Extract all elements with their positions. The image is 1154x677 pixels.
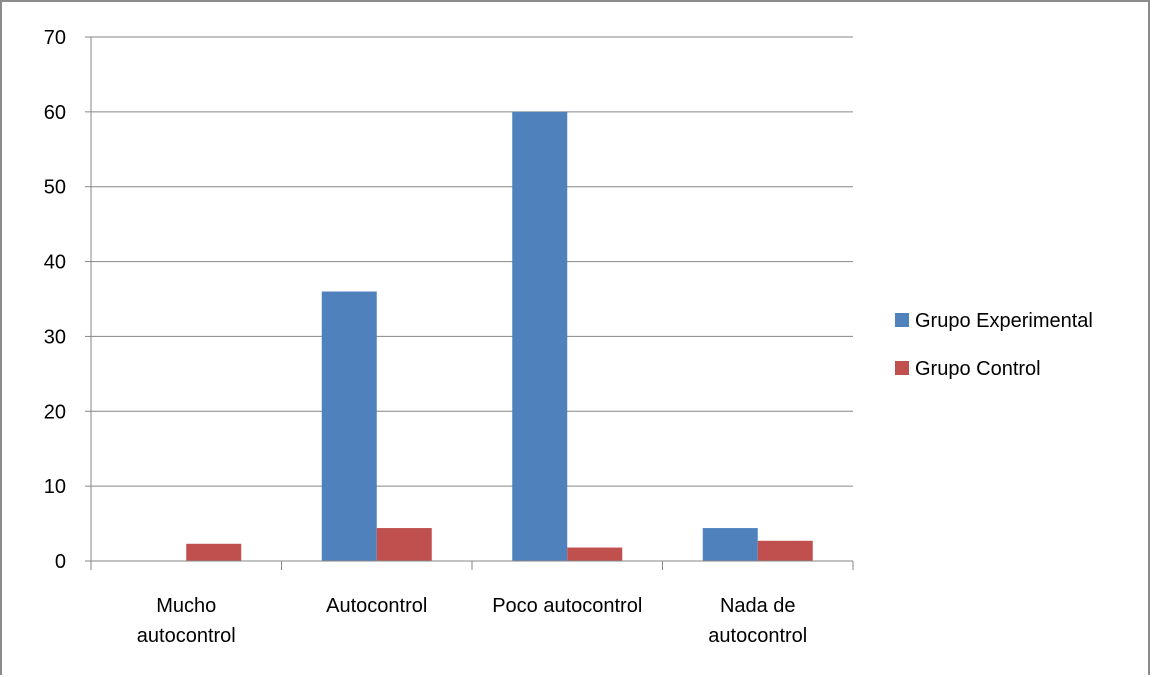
x-category-label: Mucho: [156, 595, 216, 617]
y-tick-label: 40: [44, 252, 66, 274]
y-tick-label: 30: [44, 326, 66, 348]
gridlines: [91, 37, 853, 486]
legend-label: Grupo Control: [915, 358, 1041, 380]
x-category-label: Autocontrol: [326, 595, 427, 617]
legend-swatch: [895, 313, 909, 327]
y-tick-label: 20: [44, 401, 66, 423]
y-tick-label: 10: [44, 476, 66, 498]
legend: Grupo Experimental Grupo Control: [895, 310, 1093, 380]
legend-label: Grupo Experimental: [915, 310, 1093, 332]
x-category-label: autocontrol: [137, 625, 236, 647]
x-category-label: Nada de: [720, 595, 796, 617]
y-tick-label: 60: [44, 102, 66, 124]
bar-experimental: [703, 528, 758, 561]
y-tick-label: 0: [55, 551, 66, 573]
bar-control: [186, 544, 241, 561]
bar-control: [758, 541, 813, 561]
x-category-label: autocontrol: [708, 625, 807, 647]
bar-experimental: [322, 292, 377, 561]
bar-experimental: [512, 112, 567, 561]
y-tick-label: 70: [44, 27, 66, 49]
y-tick-label: 50: [44, 177, 66, 199]
x-category-label: Poco autocontrol: [492, 595, 642, 617]
legend-swatch: [895, 361, 909, 375]
bar-control: [377, 528, 432, 561]
bar-control: [567, 548, 622, 561]
axes: [85, 37, 853, 570]
